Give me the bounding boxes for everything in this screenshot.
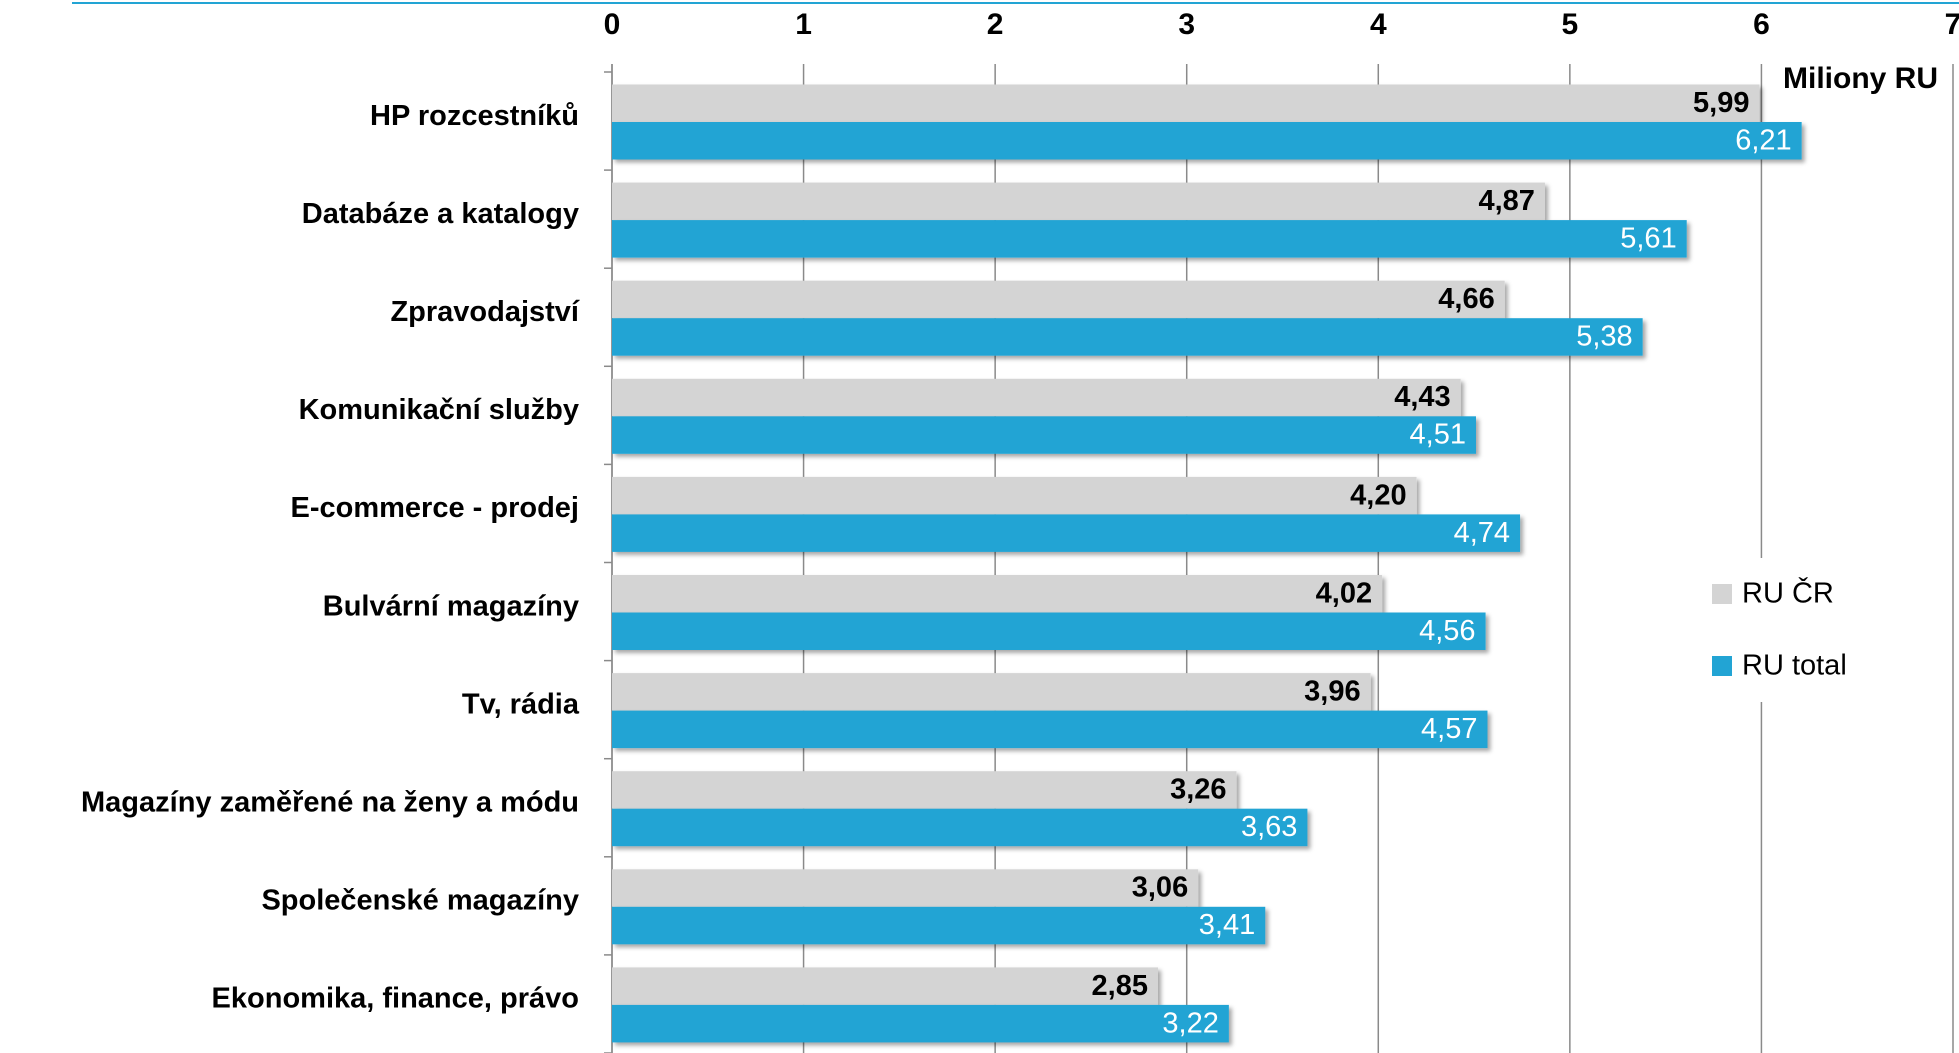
x-tick-label: 1 xyxy=(795,8,812,41)
value-label: 3,96 xyxy=(1304,676,1360,708)
y-tick-label: E-commerce - prodej xyxy=(291,492,579,524)
bar xyxy=(612,84,1760,122)
value-label: 3,63 xyxy=(1241,811,1297,843)
bar xyxy=(612,416,1476,454)
legend-box xyxy=(1700,558,1870,702)
bar xyxy=(612,967,1158,1005)
value-label: 4,43 xyxy=(1394,381,1450,413)
value-label: 5,38 xyxy=(1576,321,1632,353)
x-tick-label: 6 xyxy=(1753,8,1770,41)
value-label: 4,20 xyxy=(1350,479,1406,511)
bar xyxy=(612,514,1521,552)
value-label: 3,06 xyxy=(1132,872,1188,904)
bar xyxy=(612,869,1199,907)
value-label: 4,87 xyxy=(1478,185,1534,217)
y-tick-label: HP rozcestníků xyxy=(370,100,579,132)
y-tick-label: Tv, rádia xyxy=(462,688,580,720)
y-tick-label: Databáze a katalogy xyxy=(302,198,579,230)
axis-label: Miliony RU xyxy=(1783,62,1938,95)
value-label: 2,85 xyxy=(1092,970,1148,1002)
bar xyxy=(612,122,1802,160)
value-label: 6,21 xyxy=(1735,124,1791,156)
bar xyxy=(612,318,1643,356)
value-label: 4,66 xyxy=(1438,283,1494,315)
legend-swatch xyxy=(1712,656,1732,676)
bar xyxy=(612,771,1237,809)
x-tick-label: 3 xyxy=(1178,8,1195,41)
bar xyxy=(612,182,1545,221)
value-label: 4,74 xyxy=(1454,517,1510,549)
y-tick-label: Magazíny zaměřené na ženy a módu xyxy=(81,786,579,818)
value-label: 4,51 xyxy=(1410,419,1466,451)
y-tick-label: Komunikační služby xyxy=(299,394,579,426)
bar xyxy=(612,575,1383,613)
y-tick-label: Ekonomika, finance, právo xyxy=(212,983,579,1015)
bar xyxy=(612,906,1266,945)
value-label: 4,56 xyxy=(1419,615,1475,647)
y-tick-label: Společenské magazíny xyxy=(261,885,579,917)
value-label: 5,99 xyxy=(1693,87,1749,119)
bar xyxy=(612,808,1308,847)
bar xyxy=(612,1004,1229,1043)
bar xyxy=(612,476,1417,515)
legend-swatch xyxy=(1712,584,1732,604)
x-tick-label: 0 xyxy=(604,8,621,41)
x-tick-label: 2 xyxy=(987,8,1004,41)
bar xyxy=(612,280,1505,319)
legend-label: RU total xyxy=(1742,650,1847,682)
value-label: 4,57 xyxy=(1421,713,1477,745)
value-label: 4,02 xyxy=(1316,577,1372,609)
value-label: 3,26 xyxy=(1170,774,1226,806)
x-tick-label: 7 xyxy=(1945,8,1959,41)
bar xyxy=(612,378,1461,417)
bar xyxy=(612,673,1371,711)
x-tick-label: 4 xyxy=(1370,8,1387,41)
bar xyxy=(612,612,1486,650)
value-label: 3,41 xyxy=(1199,909,1255,941)
value-label: 3,22 xyxy=(1162,1007,1218,1039)
legend-label: RU ČR xyxy=(1742,576,1834,610)
bar xyxy=(612,220,1687,258)
bar xyxy=(612,710,1488,749)
y-tick-label: Bulvární magazíny xyxy=(323,590,579,622)
value-label: 5,61 xyxy=(1620,223,1676,255)
y-tick-label: Zpravodajství xyxy=(390,296,579,328)
x-tick-label: 5 xyxy=(1562,8,1579,41)
